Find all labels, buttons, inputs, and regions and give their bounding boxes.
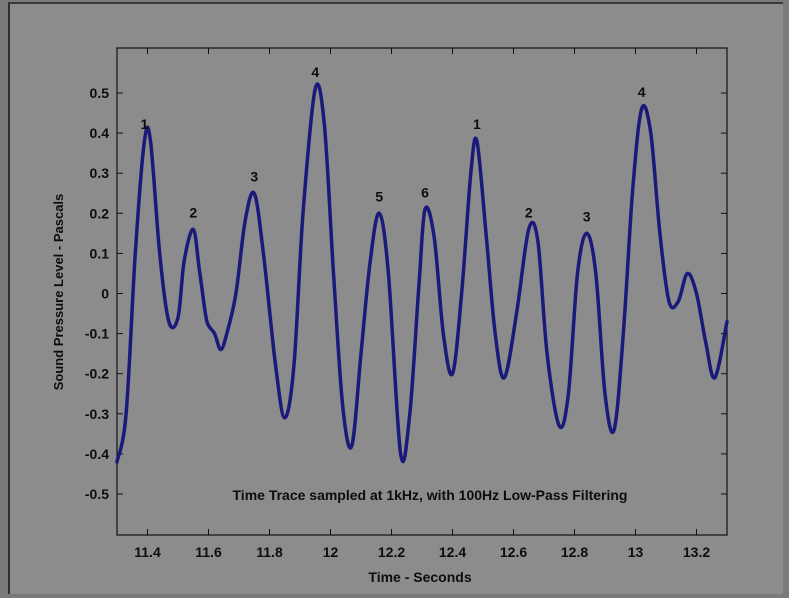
x-axis-label: Time - Seconds [368, 569, 471, 585]
y-axis-ticks: 0.5 0.4 0.3 0.2 0.1 0 -0.1 -0.2 -0.3 -0.4 -0.5 [85, 85, 727, 502]
peak-label: 6 [421, 184, 429, 200]
y-tick-label: -0.5 [85, 486, 109, 502]
y-tick-label: -0.3 [85, 406, 109, 422]
y-tick-label: 0 [101, 286, 109, 302]
peak-label: 3 [250, 168, 258, 184]
x-tick-label: 11.8 [256, 544, 283, 560]
x-tick-label: 12.4 [439, 544, 466, 560]
x-tick-label: 12.2 [378, 544, 405, 560]
y-tick-label: 0.3 [90, 165, 110, 181]
x-tick-label: 11.4 [134, 544, 161, 560]
x-tick-label: 12.8 [561, 544, 588, 560]
peak-label: 2 [189, 204, 197, 220]
peak-label: 4 [311, 64, 319, 80]
x-tick-label: 11.6 [195, 544, 222, 560]
y-tick-label: 0.1 [90, 245, 110, 261]
y-tick-label: 0.5 [90, 85, 110, 101]
peak-label: 5 [375, 188, 383, 204]
peak-label: 1 [141, 116, 149, 132]
chart-annotation: Time Trace sampled at 1kHz, with 100Hz L… [233, 487, 628, 503]
series-line [115, 82, 729, 464]
y-tick-label: -0.2 [85, 366, 109, 382]
y-tick-label: 0.4 [90, 125, 110, 141]
x-tick-label: 13.2 [683, 544, 710, 560]
plot-area [116, 47, 728, 536]
peak-label: 1 [473, 116, 481, 132]
y-tick-label: 0.2 [90, 205, 110, 221]
x-axis-ticks: 11.4 11.6 11.8 12 12.2 12.4 12.6 12.8 13 13.2 [134, 48, 710, 560]
peak-label: 3 [583, 208, 591, 224]
peak-labels: 1 2 3 4 5 6 1 2 3 4 [141, 64, 646, 224]
y-axis-label: Sound Pressure Level - Pascals [51, 194, 66, 391]
x-tick-label: 13 [628, 544, 644, 560]
x-tick-label: 12.6 [500, 544, 527, 560]
y-tick-label: -0.4 [85, 446, 109, 462]
peak-label: 4 [638, 84, 646, 100]
y-tick-label: -0.1 [85, 326, 109, 342]
peak-label: 2 [525, 204, 533, 220]
x-tick-label: 12 [323, 544, 339, 560]
